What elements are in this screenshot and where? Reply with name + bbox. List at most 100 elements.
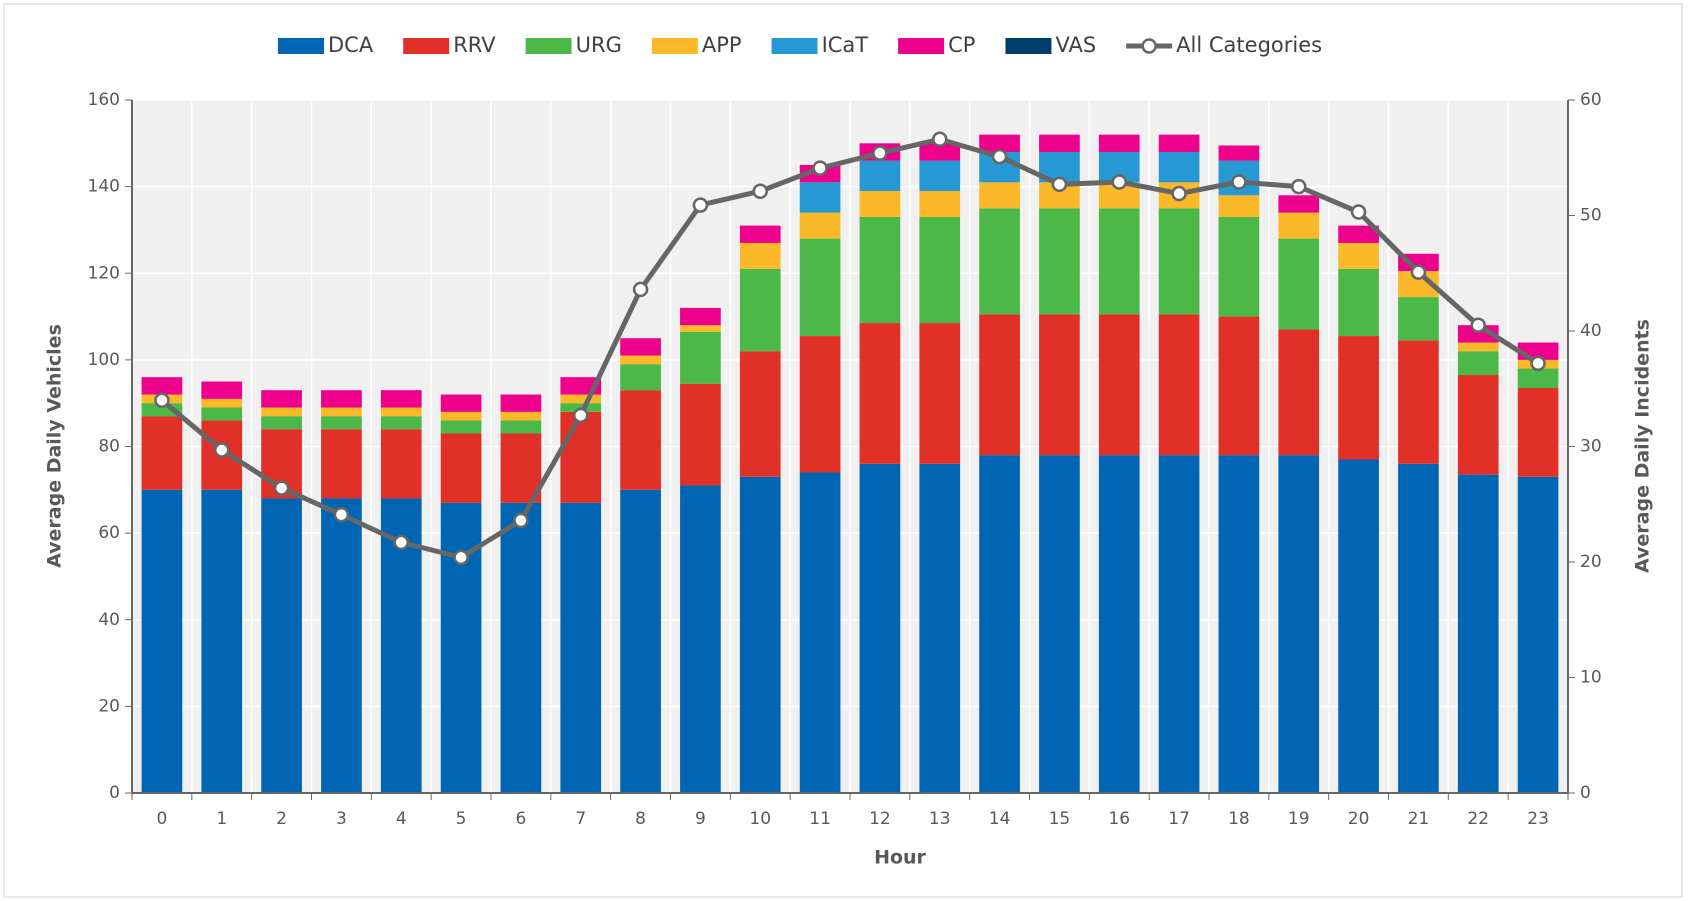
bar-segment bbox=[261, 407, 302, 417]
bar-segment bbox=[979, 314, 1020, 456]
bar-segment bbox=[859, 160, 901, 191]
bar-segment bbox=[1158, 151, 1200, 183]
y-axis-title: Average Daily Vehicles bbox=[44, 324, 66, 568]
bar-segment bbox=[1398, 463, 1439, 793]
x-tick-label: 3 bbox=[336, 809, 347, 829]
legend-swatch-marker bbox=[1141, 38, 1157, 54]
bar-segment bbox=[1278, 455, 1320, 793]
line-marker bbox=[1291, 178, 1307, 195]
line-marker bbox=[214, 442, 230, 458]
bar-segment bbox=[859, 216, 901, 324]
x-tick-label: 10 bbox=[749, 809, 771, 829]
bar-segment bbox=[1158, 455, 1200, 793]
bar-segment bbox=[1278, 195, 1320, 213]
bar-segment bbox=[1457, 351, 1499, 376]
legend-label: DCA bbox=[328, 33, 374, 57]
line-marker bbox=[333, 506, 350, 523]
x-tick-label: 7 bbox=[575, 809, 586, 829]
x-tick-label: 9 bbox=[695, 809, 706, 829]
bar-segment bbox=[620, 390, 661, 490]
bar-segment bbox=[739, 351, 781, 477]
y2-tick-label: 50 bbox=[1580, 206, 1602, 226]
line-marker bbox=[453, 549, 469, 566]
bar-segment bbox=[1517, 476, 1559, 793]
bar-segment bbox=[1338, 268, 1379, 337]
bar-segment bbox=[739, 268, 781, 352]
bar-segment bbox=[500, 433, 542, 503]
bar-segment bbox=[500, 411, 542, 421]
bar-segment bbox=[321, 416, 362, 430]
y-tick-label: 0 bbox=[109, 783, 120, 803]
legend-label: VAS bbox=[1055, 33, 1096, 57]
bar-segment bbox=[919, 143, 961, 161]
x-tick-label: 18 bbox=[1228, 809, 1250, 829]
bar-segment bbox=[560, 411, 602, 503]
bar-segment bbox=[380, 407, 422, 417]
legend-swatch bbox=[1005, 38, 1052, 54]
bar-segment bbox=[440, 394, 482, 412]
bar-segment bbox=[380, 390, 422, 408]
bar-segment bbox=[440, 411, 482, 421]
bar-segment bbox=[1218, 316, 1260, 456]
bar-segment bbox=[859, 463, 901, 793]
bar-segment bbox=[261, 416, 302, 430]
x-axis-title: Hour bbox=[874, 847, 926, 869]
line-marker bbox=[1171, 185, 1187, 202]
bar-segment bbox=[739, 242, 781, 269]
line-marker bbox=[513, 512, 529, 529]
bar-segment bbox=[560, 403, 602, 412]
y-tick-label: 140 bbox=[88, 177, 120, 197]
line-marker bbox=[1051, 176, 1068, 193]
line-marker bbox=[1470, 317, 1486, 333]
bar-segment bbox=[799, 182, 841, 213]
bar-segment bbox=[1098, 455, 1140, 793]
bar-segment bbox=[1457, 474, 1499, 793]
bar-segment bbox=[1338, 225, 1379, 243]
y2-tick-label: 20 bbox=[1580, 552, 1602, 572]
legend-label: All Categories bbox=[1176, 33, 1322, 57]
bar-segment bbox=[859, 190, 901, 217]
x-tick-label: 0 bbox=[157, 809, 168, 829]
bar-segment bbox=[620, 364, 661, 391]
legend-label: ICaT bbox=[822, 33, 869, 57]
legend-label: APP bbox=[702, 33, 742, 57]
bar-segment bbox=[560, 394, 602, 404]
bar-segment bbox=[1039, 455, 1080, 793]
bar-segment bbox=[500, 394, 542, 412]
bar-segment bbox=[1398, 340, 1439, 464]
bar-segment bbox=[620, 489, 661, 793]
line-marker bbox=[632, 281, 649, 298]
y2-tick-label: 40 bbox=[1580, 321, 1602, 341]
y-tick-label: 160 bbox=[88, 90, 120, 110]
line-marker bbox=[1530, 355, 1546, 372]
bar-segment bbox=[1278, 212, 1320, 239]
bar-segment bbox=[321, 407, 362, 417]
bar-segment bbox=[321, 429, 362, 499]
bar-segment bbox=[560, 502, 602, 793]
line-marker bbox=[1410, 264, 1427, 280]
bar-segment bbox=[979, 134, 1020, 152]
y2-tick-label: 30 bbox=[1580, 437, 1602, 457]
legend-swatch bbox=[651, 38, 698, 54]
x-tick-label: 1 bbox=[216, 809, 227, 829]
bar-segment bbox=[1517, 368, 1559, 389]
x-tick-label: 2 bbox=[276, 809, 287, 829]
line-marker bbox=[573, 407, 589, 424]
x-tick-label: 12 bbox=[869, 809, 891, 829]
legend-label: URG bbox=[576, 33, 622, 57]
bar-segment bbox=[1398, 253, 1439, 272]
x-tick-label: 4 bbox=[396, 809, 407, 829]
legend-swatch bbox=[898, 38, 945, 54]
bar-segment bbox=[739, 225, 781, 243]
bar-segment bbox=[680, 331, 721, 384]
line-marker bbox=[1231, 174, 1247, 190]
bar-segment bbox=[1278, 238, 1320, 330]
bar-segment bbox=[1457, 342, 1499, 352]
y2-tick-label: 10 bbox=[1580, 668, 1602, 688]
bar-segment bbox=[1039, 314, 1080, 456]
y-tick-label: 100 bbox=[88, 350, 120, 370]
line bbox=[160, 136, 1540, 560]
bar-segment bbox=[261, 498, 302, 793]
legend-swatch bbox=[278, 38, 324, 54]
bar-segment bbox=[1218, 216, 1260, 317]
